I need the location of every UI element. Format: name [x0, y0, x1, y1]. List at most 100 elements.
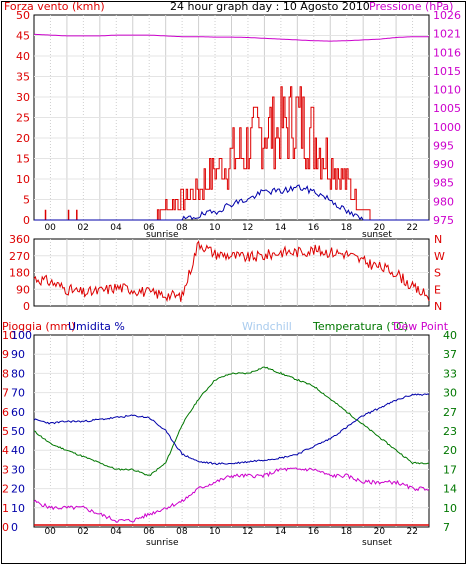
- pressure-tick-6: 1000: [433, 121, 461, 134]
- wind-tick-1: 45: [16, 30, 30, 43]
- rain-tick-3: 7: [2, 387, 9, 400]
- pressure-tick-5: 1005: [433, 102, 461, 115]
- compass-tick-1: W: [434, 250, 445, 263]
- pressure-tick-11: 975: [433, 214, 454, 227]
- x-tick-label-1-8: 16: [308, 527, 320, 537]
- temp-right-tick-3: 30: [443, 387, 457, 400]
- rain-tick-10: 0: [2, 521, 9, 534]
- humidity-tick-10: 0: [11, 521, 18, 534]
- rain-tick-1: 9: [2, 348, 9, 361]
- x-tick-label-0-3: 06: [143, 223, 155, 233]
- x-tick-label-0-9: 18: [341, 223, 353, 233]
- x-tick-label-0-1: 02: [77, 223, 88, 233]
- wind-tick-6: 20: [16, 132, 30, 145]
- humidity-tick-4: 60: [11, 406, 25, 419]
- rain-tick-9: 1: [2, 502, 9, 515]
- temp-right-tick-10: 7: [443, 521, 450, 534]
- x-tick-label-0-8: 16: [308, 223, 320, 233]
- x-tick-label-1-4: 08: [176, 527, 188, 537]
- temp-right-tick-6: 20: [443, 444, 457, 457]
- humidity-tick-7: 30: [11, 463, 25, 476]
- pressure-tick-8: 990: [433, 158, 454, 171]
- x-tick-label-1-9: 18: [341, 527, 353, 537]
- compass-tick-3: E: [434, 283, 441, 296]
- wind-tick-10: 0: [23, 214, 30, 227]
- temp-right-tick-5: 23: [443, 425, 457, 438]
- rain-axis-label: Pioggia (mm): [2, 320, 75, 333]
- x-tick-label-0-7: 14: [275, 223, 287, 233]
- x-tick-label-1-3: 06: [143, 527, 155, 537]
- temp-right-tick-4: 27: [443, 406, 457, 419]
- temperature-axis-label: Temperatura (°C): [312, 320, 408, 333]
- direction-tick-3: 90: [16, 283, 30, 296]
- wind-tick-0: 50: [16, 9, 30, 22]
- wind-tick-2: 40: [16, 50, 30, 63]
- x-tick-label-0-11: 22: [407, 223, 418, 233]
- x-tick-label-1-6: 12: [242, 527, 253, 537]
- sunrise-label-1: sunrise: [146, 230, 179, 240]
- pressure-tick-1: 1021: [433, 28, 461, 41]
- wind-axis-label: Forza vento (kmh): [4, 0, 105, 13]
- rain-tick-6: 4: [2, 444, 9, 457]
- temp-right-tick-0: 40: [443, 329, 457, 342]
- x-tick-label-1-5: 10: [209, 527, 221, 537]
- x-tick-label-1-1: 02: [77, 527, 88, 537]
- windchill-label: Windchill: [242, 320, 292, 333]
- temp-right-tick-7: 17: [443, 463, 457, 476]
- temp-right-tick-9: 10: [443, 502, 457, 515]
- humidity-tick-1: 90: [11, 348, 25, 361]
- wind-tick-3: 35: [16, 71, 30, 84]
- dewpoint-label: Dew Point: [393, 320, 449, 333]
- humidity-tick-0: 100: [11, 329, 32, 342]
- temp-right-tick-2: 33: [443, 367, 457, 380]
- wind-direction-line: [33, 240, 430, 303]
- x-tick-label-0-5: 10: [209, 223, 221, 233]
- wind-tick-8: 10: [16, 173, 30, 186]
- humidity-tick-9: 10: [11, 502, 25, 515]
- direction-tick-1: 270: [9, 250, 30, 263]
- x-tick-label-1-0: 00: [44, 527, 56, 537]
- sunset-label-2: sunset: [362, 538, 392, 548]
- x-tick-label-1-7: 14: [275, 527, 287, 537]
- humidity-tick-6: 40: [11, 444, 25, 457]
- humidity-line: [33, 393, 430, 466]
- pressure-tick-9: 985: [433, 177, 454, 190]
- pressure-tick-10: 980: [433, 195, 454, 208]
- pressure-tick-7: 995: [433, 139, 454, 152]
- pressure-tick-3: 1015: [433, 65, 461, 78]
- humidity-axis-label: Umidita %: [68, 320, 125, 333]
- humidity-tick-2: 80: [11, 367, 25, 380]
- x-tick-label-0-0: 00: [44, 223, 56, 233]
- rain-tick-7: 3: [2, 463, 9, 476]
- compass-tick-0: N: [434, 233, 442, 246]
- rain-tick-2: 8: [2, 367, 9, 380]
- direction-tick-4: 0: [23, 300, 30, 313]
- humidity-tick-8: 20: [11, 483, 25, 496]
- compass-tick-2: S: [434, 267, 441, 280]
- temperature-line: [33, 366, 430, 476]
- wind-tick-9: 5: [23, 194, 30, 207]
- x-tick-label-0-10: 20: [374, 223, 386, 233]
- gust-line: [34, 184, 429, 221]
- graph-title: 24 hour graph day : 10 Agosto 2010: [170, 0, 370, 13]
- humidity-tick-3: 70: [11, 387, 25, 400]
- wind-tick-5: 25: [16, 112, 30, 125]
- rain-tick-5: 5: [2, 425, 9, 438]
- x-tick-label-0-2: 04: [110, 223, 122, 233]
- x-tick-label-1-11: 22: [407, 527, 418, 537]
- temp-right-tick-1: 37: [443, 348, 457, 361]
- pressure-tick-2: 1016: [433, 46, 461, 59]
- compass-tick-4: N: [434, 300, 442, 313]
- x-tick-label-0-6: 12: [242, 223, 253, 233]
- direction-tick-2: 180: [9, 267, 30, 280]
- dewpoint-line: [33, 467, 430, 523]
- x-tick-label-1-2: 04: [110, 527, 122, 537]
- direction-tick-0: 360: [9, 233, 30, 246]
- pressure-tick-4: 1010: [433, 84, 461, 97]
- temp-right-tick-8: 14: [443, 483, 457, 496]
- sunset-label-1: sunset: [362, 230, 392, 240]
- wind-tick-4: 30: [16, 91, 30, 104]
- pressure-axis-label: Pressione (hPa): [369, 0, 453, 13]
